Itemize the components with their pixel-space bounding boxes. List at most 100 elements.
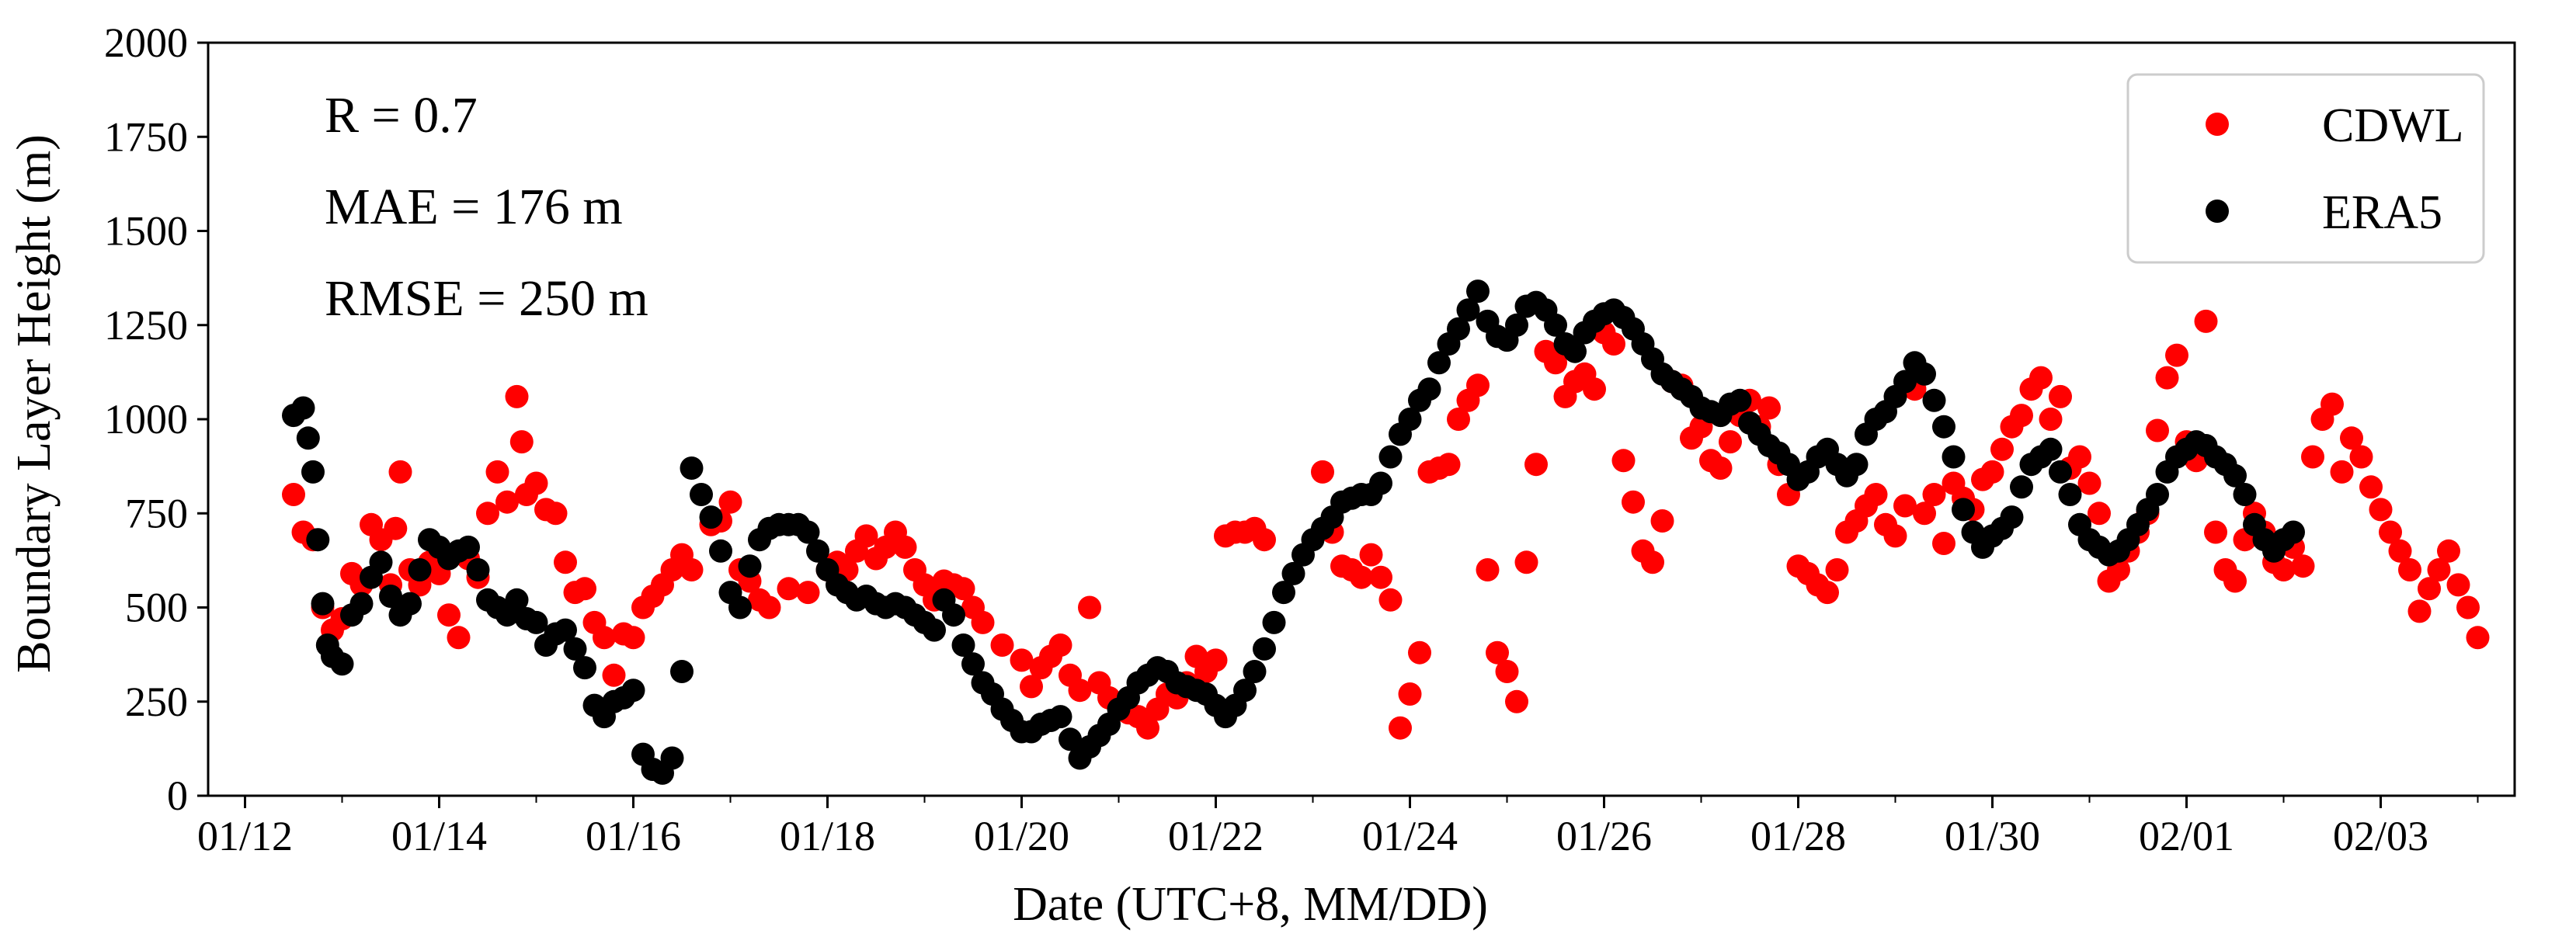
cdwl-point <box>2272 558 2296 581</box>
legend-marker-era5 <box>2206 200 2229 223</box>
cdwl-point <box>593 626 616 650</box>
cdwl-point <box>2340 426 2363 450</box>
cdwl-point <box>1068 679 1092 703</box>
cdwl-point <box>1816 581 1839 605</box>
era5-point <box>301 460 325 484</box>
cdwl-point <box>1611 449 1636 473</box>
x-tick-label: 01/22 <box>1168 813 1264 859</box>
cdwl-point <box>2427 558 2451 581</box>
y-axis-title: Boundary Layer Height (m) <box>8 134 61 673</box>
era5-point <box>1456 298 1480 322</box>
era5-point <box>311 592 335 616</box>
x-axis-title: Date (UTC+8, MM/DD) <box>1013 878 1488 931</box>
era5-point <box>1262 610 1286 634</box>
cdwl-point <box>447 626 471 650</box>
cdwl-point <box>544 502 568 526</box>
cdwl-point <box>1514 550 1538 574</box>
legend: CDWL ERA5 <box>2126 73 2485 264</box>
era5-point <box>408 558 432 581</box>
era5-point <box>1378 445 1403 469</box>
era5-point <box>2146 483 2169 506</box>
x-tick-label: 02/01 <box>2139 813 2234 859</box>
era5-point <box>2039 437 2063 461</box>
era5-point <box>306 528 330 552</box>
cdwl-point <box>1922 483 1946 506</box>
cdwl-point <box>1389 716 1412 740</box>
cdwl-point <box>2204 520 2227 544</box>
era5-point <box>349 592 374 616</box>
era5-point <box>296 426 320 450</box>
era5-point <box>923 618 946 642</box>
cdwl-point <box>2379 520 2402 544</box>
cdwl-point <box>2155 366 2179 390</box>
cdwl-point <box>1757 396 1781 420</box>
cdwl-point <box>1447 408 1470 431</box>
era5-point <box>573 656 596 680</box>
y-tick-label: 1000 <box>104 396 188 443</box>
cdwl-point <box>990 633 1014 657</box>
cdwl-point <box>2088 502 2111 526</box>
y-tick-label: 1500 <box>104 208 188 255</box>
era5-point <box>1398 408 1422 431</box>
cdwl-point <box>282 483 305 506</box>
cdwl-point <box>1650 509 1674 533</box>
era5-point <box>563 637 587 661</box>
cdwl-point <box>680 558 704 581</box>
era5-point <box>796 520 820 544</box>
era5-point <box>1952 498 1975 522</box>
era5-point <box>1844 453 1869 477</box>
era5-point <box>1913 362 1936 386</box>
x-tick-label: 01/18 <box>780 813 875 859</box>
x-tick-label: 01/16 <box>586 813 681 859</box>
cdwl-point <box>1932 532 1955 555</box>
cdwl-point <box>573 577 596 601</box>
x-tick-label: 01/12 <box>197 813 293 859</box>
era5-point <box>1728 388 1752 412</box>
era5-point <box>709 539 732 563</box>
era5-point <box>2058 483 2082 506</box>
era5-point <box>961 652 985 676</box>
stat-rmse: RMSE = 250 m <box>325 270 648 327</box>
cdwl-point <box>2320 392 2344 416</box>
cdwl-point <box>1602 332 1625 356</box>
era5-point <box>369 550 393 574</box>
era5-point <box>699 505 723 529</box>
cdwl-point <box>2456 595 2480 620</box>
cdwl-point <box>384 516 408 540</box>
era5-point <box>1563 339 1587 363</box>
cdwl-point <box>2039 408 2063 431</box>
cdwl-point <box>1641 550 1664 574</box>
cdwl-point <box>971 610 995 634</box>
cdwl-point <box>2223 569 2247 593</box>
cdwl-point <box>2077 471 2101 495</box>
cdwl-point <box>2437 539 2460 563</box>
era5-point <box>1427 351 1451 375</box>
era5-point <box>942 603 965 627</box>
y-tick-label: 500 <box>125 585 188 631</box>
cdwl-point <box>1583 377 1606 401</box>
cdwl-point <box>1505 689 1528 713</box>
era5-point <box>951 633 975 657</box>
y-tick-label: 2000 <box>104 19 188 66</box>
cdwl-point <box>2330 460 2354 484</box>
era5-point <box>1253 637 1276 661</box>
era5-point <box>1243 660 1267 683</box>
era5-point <box>738 554 762 578</box>
legend-label-era5: ERA5 <box>2322 186 2442 239</box>
cdwl-point <box>1048 633 1072 657</box>
cdwl-point <box>1476 558 1500 581</box>
era5-point <box>1369 471 1392 495</box>
era5-point <box>2010 475 2033 499</box>
era5-point <box>806 539 829 563</box>
cdwl-point <box>1980 460 2004 484</box>
cdwl-point <box>854 524 878 548</box>
era5-point <box>466 558 490 581</box>
cdwl-point <box>2029 366 2053 390</box>
cdwl-point <box>505 384 529 408</box>
cdwl-point <box>388 460 412 484</box>
era5-point <box>1233 679 1257 703</box>
cdwl-point <box>1010 648 1034 672</box>
era5-point <box>1942 445 1966 469</box>
cdwl-point <box>1864 483 1888 506</box>
